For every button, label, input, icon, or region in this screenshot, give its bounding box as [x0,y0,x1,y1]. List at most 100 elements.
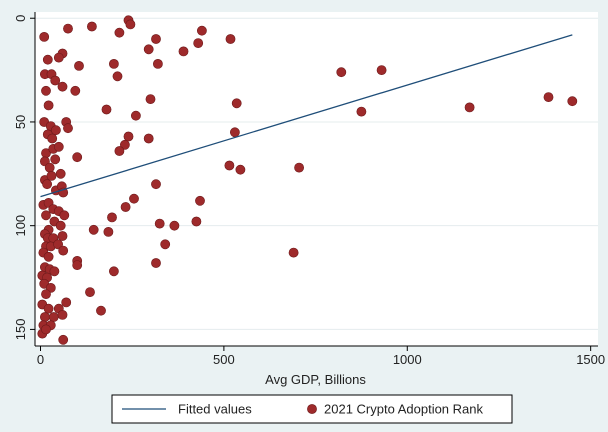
data-point [53,52,64,63]
legend-label-adoption: 2021 Crypto Adoption Rank [324,402,483,417]
data-point [143,133,154,144]
data-point [145,94,156,104]
data-point [57,81,68,92]
data-point [59,210,70,221]
data-point [42,54,53,65]
data-point [58,334,69,345]
data-point [567,96,578,107]
data-point [63,123,73,134]
data-point [123,131,134,142]
data-point [120,202,131,212]
x-axis-ticks: 0 500 1000 1500 [37,346,605,367]
data-point [235,164,246,175]
y-tick-label: 150 [13,319,28,341]
axes [34,12,598,347]
y-tick-label: 100 [13,215,28,237]
data-point [130,110,141,121]
data-point [160,239,171,250]
data-point [152,59,163,69]
data-point [49,266,60,277]
data-point [336,67,347,78]
data-point [178,46,189,57]
x-tick-label: 500 [213,352,235,367]
data-point [43,303,54,314]
data-point [50,75,61,86]
y-tick-label: 50 [13,115,28,129]
data-point [72,152,83,163]
data-point [72,260,83,270]
data-point [120,139,130,150]
data-point [196,25,207,36]
data-point [41,324,51,335]
data-point [50,154,61,165]
data-point [231,98,242,109]
data-point [44,162,55,173]
data-point [70,85,81,96]
data-points [37,15,578,345]
data-point [543,92,554,102]
data-point [96,305,106,316]
data-point [151,258,161,268]
data-point [88,224,99,235]
data-point [288,247,299,258]
data-point [51,125,61,136]
data-point [356,106,367,117]
data-point [114,146,125,156]
data-point [41,85,51,96]
data-point [195,195,205,206]
data-point [193,38,204,48]
data-point [191,216,202,227]
y-tick-label: 0 [13,15,28,22]
data-point [48,312,59,322]
legend: Fitted values 2021 Crypto Adoption Rank [111,394,513,424]
data-point [53,141,64,152]
data-point [125,19,136,30]
data-point [40,312,50,322]
data-point [169,220,180,231]
data-point [224,160,235,171]
data-point [61,297,72,308]
x-axis-title: Avg GDP, Billions [265,372,366,387]
data-point [129,193,139,204]
data-point [57,309,68,320]
data-point [143,44,154,55]
data-point [294,162,304,173]
data-point [43,251,54,262]
fitted-line [40,34,573,198]
data-point [109,266,119,277]
data-point [85,287,95,297]
x-tick-label: 1500 [576,352,605,367]
data-point [58,245,69,256]
x-tick-label: 0 [37,352,44,367]
data-point [154,218,165,229]
fitted-line-layer [40,34,573,198]
data-point [109,59,119,69]
legend-dot-swatch [307,404,317,414]
data-point [151,34,161,44]
data-point [87,21,97,32]
data-point [47,133,58,144]
data-point [107,212,117,223]
data-point [103,226,114,237]
x-tick-label: 1000 [393,352,422,367]
data-point [114,27,125,38]
data-point [63,23,73,34]
data-point [112,71,123,82]
data-point [41,210,51,221]
data-point [225,34,236,44]
data-point [376,65,387,75]
data-point [42,179,52,190]
data-point [41,289,51,299]
data-point [101,104,112,115]
data-point [464,102,475,113]
data-point [74,61,84,71]
legend-label-fitted: Fitted values [178,402,252,417]
data-point [151,179,161,190]
y-axis-ticks: 0 50 100 150 [13,15,35,341]
data-point [43,100,54,111]
data-point [55,220,66,231]
data-point [55,168,66,179]
data-point [229,127,240,138]
data-point [39,32,50,42]
